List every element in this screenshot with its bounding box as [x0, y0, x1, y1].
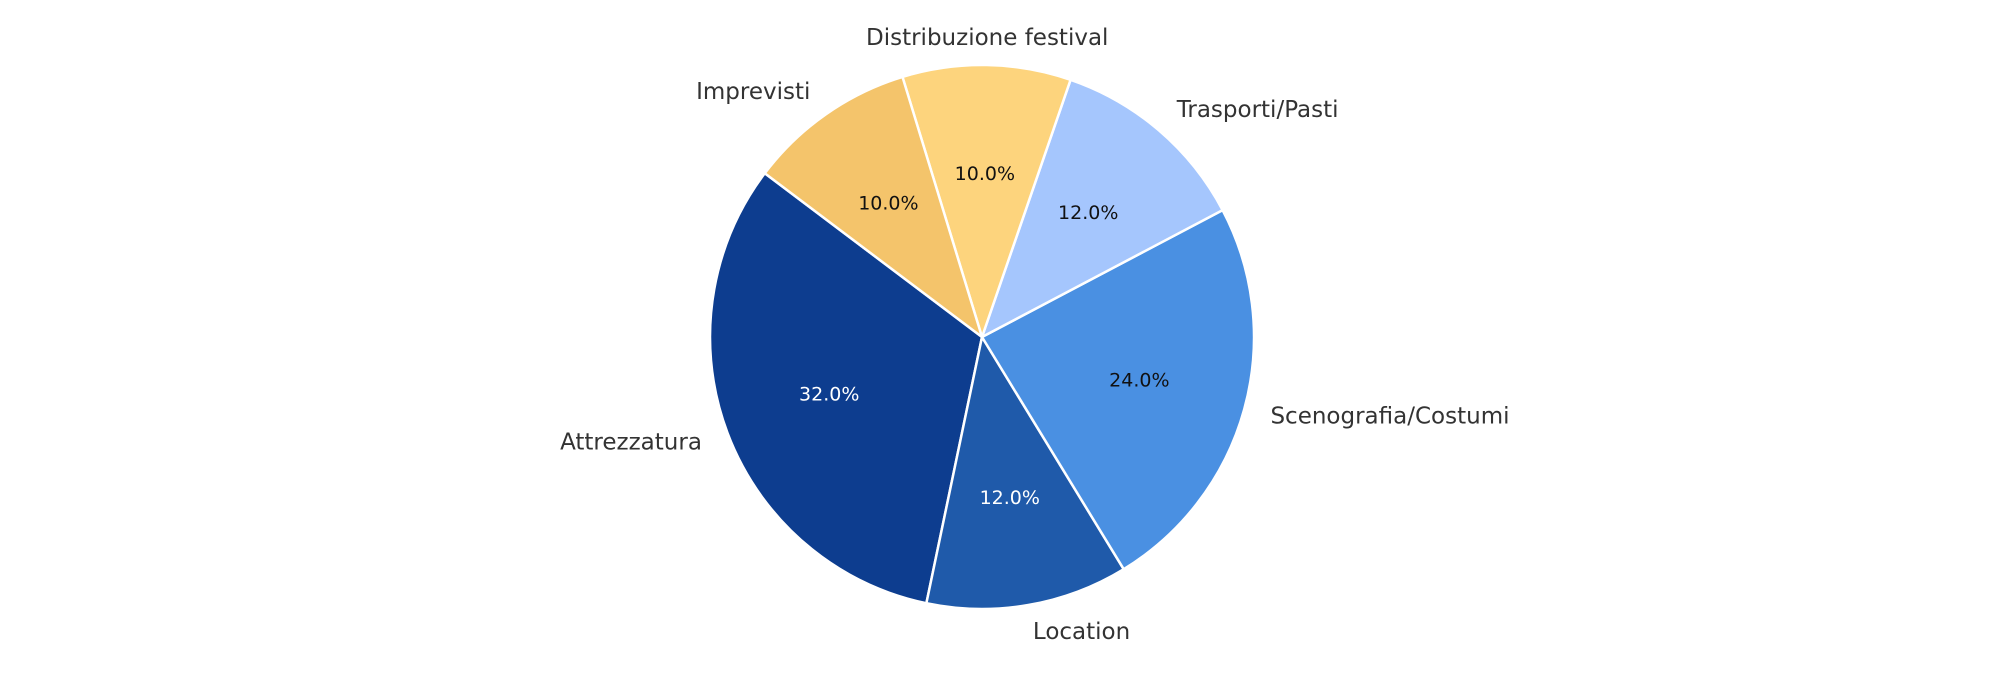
pie-slice-imprevisti — [763, 75, 984, 339]
pie-slice-location — [925, 335, 1125, 611]
category-label-scenografia-costumi: Scenografia/Costumi — [1270, 403, 1509, 429]
pie-slice-distribuzione-festival — [901, 63, 1072, 339]
pie-slice-trasporti-pasti — [980, 78, 1224, 339]
pie-slice-attrezzatura — [708, 172, 984, 605]
pct-label-trasporti-pasti: 12.0% — [1058, 202, 1118, 224]
pct-label-scenografia-costumi: 24.0% — [1109, 369, 1169, 391]
category-labels: Attrezzatura Location Scenografia/Costumi T… — [560, 25, 1509, 645]
percentage-labels: 32.0% 12.0% 24.0% 12.0% 10.0% 10.0% — [799, 163, 1169, 509]
category-label-distribuzione-festival: Distribuzione festival — [866, 25, 1108, 51]
category-label-imprevisti: Imprevisti — [696, 79, 810, 105]
category-label-trasporti-pasti: Trasporti/Pasti — [1176, 97, 1339, 123]
pct-label-location: 12.0% — [980, 487, 1040, 509]
pct-label-distribuzione-festival: 10.0% — [955, 163, 1015, 185]
pie-slice-scenografia-costumi — [980, 208, 1256, 571]
category-label-location: Location — [1033, 619, 1130, 645]
pie-slices — [708, 63, 1256, 611]
pct-label-attrezzatura: 32.0% — [799, 383, 859, 405]
pct-label-imprevisti: 10.0% — [858, 192, 918, 214]
category-label-attrezzatura: Attrezzatura — [560, 429, 702, 455]
